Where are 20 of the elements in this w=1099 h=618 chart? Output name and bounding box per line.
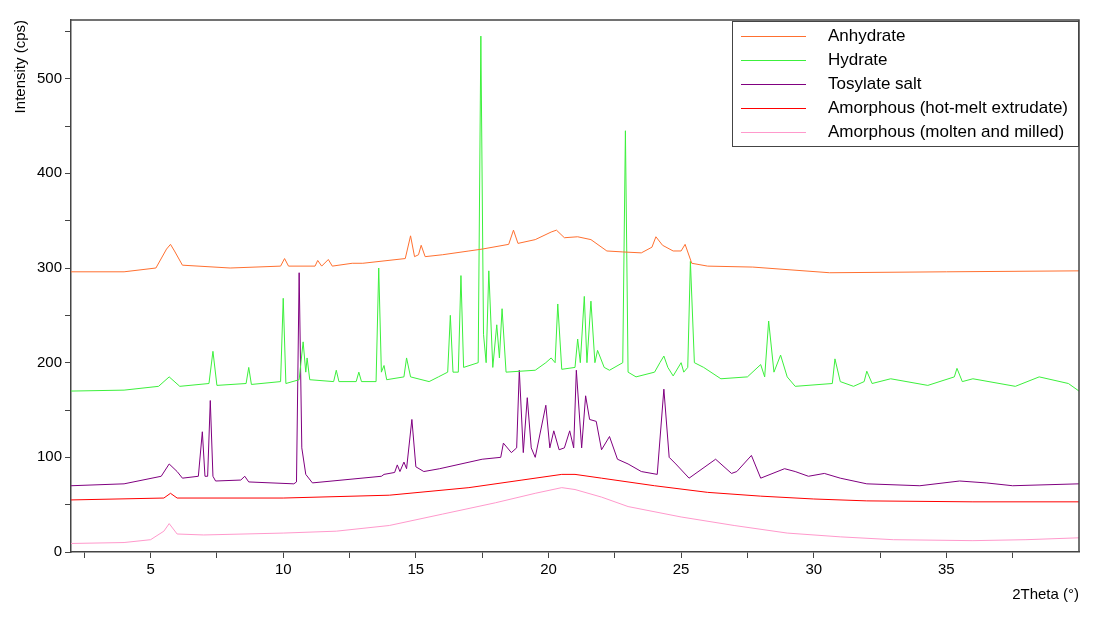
y-axis-title: Intensity (cps)	[11, 20, 29, 114]
x-tick-label: 15	[407, 560, 425, 578]
legend-label: Hydrate	[828, 50, 888, 70]
x-tick-label: 5	[146, 560, 155, 578]
legend-label: Amorphous (hot-melt extrudate)	[828, 98, 1068, 118]
legend-label: Tosylate salt	[828, 74, 922, 94]
y-tick-label: 500	[37, 68, 63, 86]
y-tick-label: 200	[37, 352, 63, 370]
x-tick-label: 20	[540, 560, 557, 578]
legend-label: Amorphous (molten and milled)	[828, 122, 1065, 142]
y-tick-label: 400	[37, 163, 63, 181]
x-tick-label: 35	[938, 560, 955, 578]
x-tick-label: 25	[672, 560, 690, 578]
y-tick-label: 100	[37, 447, 63, 465]
y-tick-label: 300	[37, 258, 63, 276]
legend-label: Anhydrate	[828, 26, 906, 46]
x-tick-label: 10	[274, 560, 292, 578]
x-tick-label: 30	[805, 560, 823, 578]
x-axis-title: 2Theta (°)	[1012, 585, 1079, 603]
y-tick-label: 0	[53, 542, 63, 560]
